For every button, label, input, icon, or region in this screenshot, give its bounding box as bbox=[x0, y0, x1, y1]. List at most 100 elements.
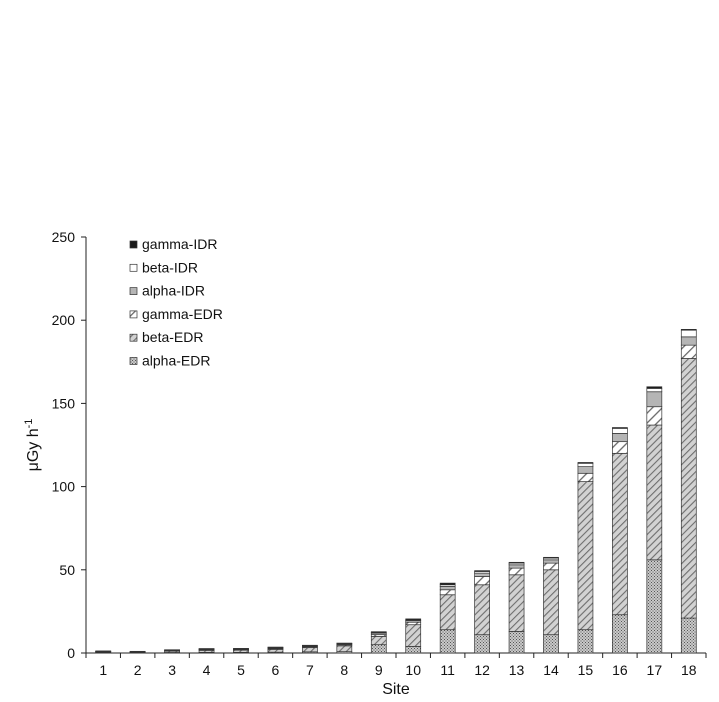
x-tick-label: 9 bbox=[375, 662, 383, 678]
legend-label-beta-edr: beta-EDR bbox=[142, 329, 203, 345]
y-tick-label: 200 bbox=[52, 312, 76, 328]
bar-segment-gamma-idr bbox=[164, 649, 180, 651]
bar-segment-beta-edr bbox=[302, 647, 318, 653]
bar-segment-gamma-idr bbox=[439, 582, 456, 586]
x-tick-label: 13 bbox=[509, 662, 525, 678]
x-tick-label: 12 bbox=[474, 662, 490, 678]
bar-segment-gamma-idr bbox=[474, 570, 490, 572]
bar-segment-gamma-idr bbox=[508, 561, 525, 564]
bar-segment-alpha-edr bbox=[405, 645, 422, 654]
bar-segment-gamma-idr bbox=[543, 556, 559, 559]
bar-segment-beta-edr bbox=[439, 594, 456, 631]
legend-label-alpha-idr: alpha-IDR bbox=[142, 283, 205, 299]
x-tick-label: 7 bbox=[306, 662, 314, 678]
bar-segment-beta-idr bbox=[577, 462, 594, 467]
bar-segment-alpha-edr bbox=[612, 614, 628, 654]
x-tick-label: 8 bbox=[340, 662, 348, 678]
legend-swatch-gamma-idr bbox=[129, 240, 138, 249]
bar-segment-gamma-idr bbox=[129, 650, 146, 653]
bar-segment-gamma-idr bbox=[336, 642, 353, 645]
bar-segment-gamma-edr bbox=[508, 567, 525, 576]
bar-segment-gamma-idr bbox=[680, 329, 697, 331]
bar-segment-beta-edr bbox=[577, 481, 594, 631]
x-tick-label: 6 bbox=[272, 662, 280, 678]
legend-label-beta-idr: beta-IDR bbox=[142, 259, 198, 275]
bar-segment-beta-edr bbox=[508, 574, 525, 632]
x-tick-label: 3 bbox=[168, 662, 176, 678]
y-axis-title-superscript: -1 bbox=[23, 419, 35, 429]
y-tick-label: 100 bbox=[52, 479, 76, 495]
legend-label-gamma-edr: gamma-EDR bbox=[142, 306, 223, 322]
bar-segment-beta-idr bbox=[646, 388, 663, 393]
legend-label-gamma-idr: gamma-IDR bbox=[142, 236, 217, 252]
bar-segment-alpha-idr bbox=[508, 564, 525, 569]
bar-segment-gamma-edr bbox=[474, 576, 490, 586]
y-tick-label: 0 bbox=[67, 645, 75, 661]
bar-segment-gamma-idr bbox=[198, 648, 215, 650]
x-tick-label: 14 bbox=[543, 662, 559, 678]
bar-segment-gamma-edr bbox=[680, 344, 697, 359]
legend-swatch-beta-edr bbox=[129, 333, 138, 342]
x-tick-label: 18 bbox=[681, 662, 697, 678]
y-axis-title: μGy h-1 bbox=[23, 419, 42, 472]
bar-segment-gamma-edr bbox=[543, 562, 559, 571]
bar-segment-alpha-idr bbox=[474, 572, 490, 577]
bar-segment-gamma-idr bbox=[233, 648, 249, 650]
bar-segment-alpha-idr bbox=[680, 336, 697, 346]
legend: gamma-IDR beta-IDR alpha-IDR gamma-EDR beta-… bbox=[129, 236, 223, 369]
x-tick-label: 10 bbox=[405, 662, 421, 678]
legend-swatch-beta-idr bbox=[129, 263, 138, 272]
bar-segment-gamma-edr bbox=[612, 441, 628, 454]
y-tick-label: 250 bbox=[52, 229, 76, 245]
bar-segment-alpha-edr bbox=[577, 629, 594, 654]
x-ticks: 1 2 3 4 5 6 7 8 9 10 11 12 13 14 15 16 17 18 bbox=[85, 653, 707, 678]
bar-segment-alpha-edr bbox=[474, 634, 490, 654]
legend-swatch-gamma-edr bbox=[129, 310, 138, 319]
x-tick-label: 11 bbox=[440, 662, 455, 678]
y-tick-label: 50 bbox=[59, 562, 75, 578]
bar-segment-gamma-idr bbox=[646, 386, 663, 389]
bar-segment-alpha-idr bbox=[646, 391, 663, 408]
bar-segment-alpha-idr bbox=[612, 433, 628, 443]
bar-segment-beta-idr bbox=[680, 329, 697, 338]
bar-segment-gamma-idr bbox=[370, 631, 387, 633]
bar-segment-gamma-idr bbox=[612, 427, 628, 429]
bar-segment-alpha-edr bbox=[680, 617, 697, 654]
bar-segment-gamma-idr bbox=[267, 646, 284, 649]
x-tick-label: 4 bbox=[203, 662, 211, 678]
x-tick-label: 16 bbox=[612, 662, 628, 678]
y-axis-title-main: μGy h bbox=[25, 428, 42, 471]
bar-segment-beta-edr bbox=[680, 358, 697, 619]
x-tick-label: 17 bbox=[647, 662, 663, 678]
bar-segment-gamma-idr bbox=[577, 462, 594, 464]
bar-segment-gamma-idr bbox=[95, 650, 112, 652]
bar-segment-alpha-idr bbox=[439, 586, 456, 591]
legend-swatch-alpha-edr bbox=[129, 357, 138, 365]
bar-segment-beta-edr bbox=[370, 636, 387, 646]
legend-swatch-alpha-idr bbox=[129, 287, 138, 295]
y-tick-label: 150 bbox=[52, 395, 76, 411]
bar-segment-alpha-edr bbox=[508, 631, 525, 654]
x-tick-label: 5 bbox=[237, 662, 245, 678]
x-tick-label: 2 bbox=[134, 662, 142, 678]
bar-segment-alpha-edr bbox=[646, 559, 663, 654]
bars bbox=[95, 329, 697, 654]
bar-segment-alpha-idr bbox=[543, 559, 559, 564]
legend-label-alpha-edr: alpha-EDR bbox=[142, 353, 210, 369]
x-axis-title: Site bbox=[382, 681, 410, 698]
bar-segment-alpha-edr bbox=[370, 644, 387, 654]
y-ticks: 0 50 100 150 200 250 bbox=[52, 229, 86, 661]
bar-segment-gamma-edr bbox=[405, 621, 422, 626]
bar-segment-beta-edr bbox=[612, 452, 628, 616]
bar-segment-beta-edr bbox=[336, 645, 353, 653]
x-tick-label: 1 bbox=[99, 662, 107, 678]
bar-segment-gamma-idr bbox=[405, 618, 422, 621]
bar-segment-beta-edr bbox=[646, 424, 663, 561]
bar-segment-beta-edr bbox=[543, 569, 559, 636]
x-tick-label: 15 bbox=[578, 662, 594, 678]
bar-segment-beta-edr bbox=[405, 624, 422, 647]
bar-segment-beta-edr bbox=[474, 584, 490, 636]
bar-segment-beta-edr bbox=[267, 648, 284, 653]
bar-segment-alpha-edr bbox=[439, 629, 456, 654]
